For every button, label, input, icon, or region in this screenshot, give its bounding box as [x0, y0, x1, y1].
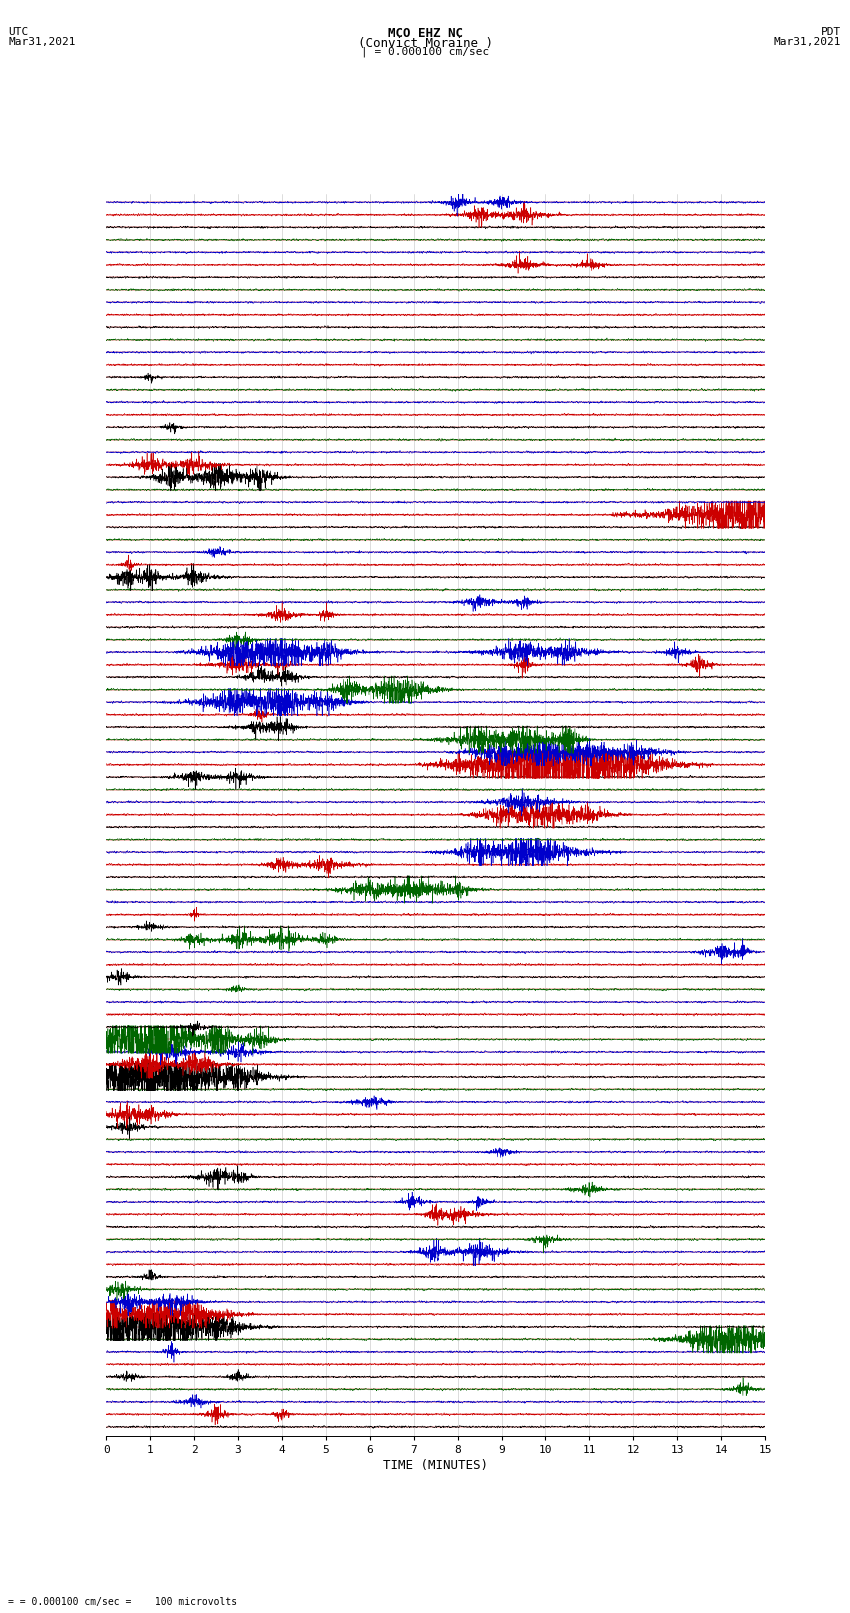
Text: PDT: PDT — [821, 27, 842, 37]
Text: | = 0.000100 cm/sec: | = 0.000100 cm/sec — [361, 47, 489, 58]
X-axis label: TIME (MINUTES): TIME (MINUTES) — [383, 1458, 488, 1471]
Text: UTC: UTC — [8, 27, 29, 37]
Text: = = 0.000100 cm/sec =    100 microvolts: = = 0.000100 cm/sec = 100 microvolts — [8, 1597, 238, 1607]
Text: Mar31,2021: Mar31,2021 — [774, 37, 842, 47]
Text: MCO EHZ NC: MCO EHZ NC — [388, 27, 462, 40]
Text: (Convict Moraine ): (Convict Moraine ) — [358, 37, 492, 50]
Text: Mar31,2021: Mar31,2021 — [8, 37, 76, 47]
